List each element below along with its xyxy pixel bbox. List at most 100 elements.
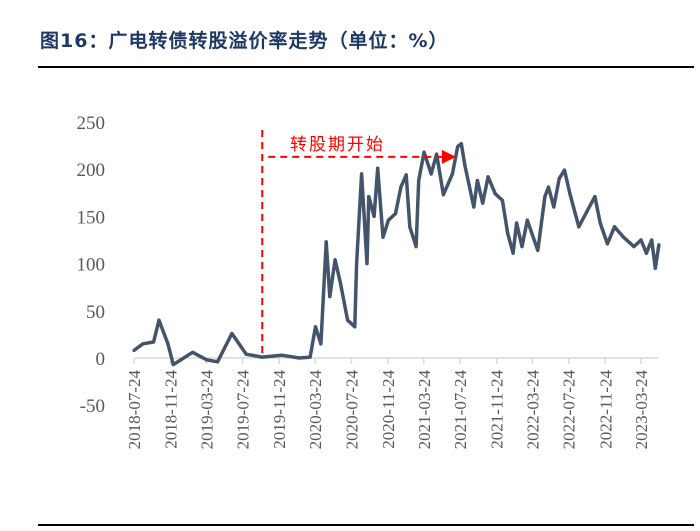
data-point [463, 163, 467, 168]
x-tick-label: 2021-03-24 [415, 370, 434, 450]
x-tick-label: 2021-11-24 [488, 370, 507, 449]
data-point [338, 281, 343, 286]
premium-rate-line [132, 141, 661, 367]
data-point [557, 177, 561, 181]
data-point [360, 172, 364, 176]
y-tick-label: 100 [77, 255, 106, 276]
data-point [525, 218, 529, 222]
data-point [365, 262, 369, 266]
data-point [568, 192, 572, 196]
x-tick-label: 2018-07-24 [125, 370, 144, 450]
data-point [313, 325, 318, 329]
x-tick-label: 2019-07-24 [234, 370, 253, 450]
data-point [486, 175, 490, 179]
data-point [417, 178, 421, 183]
data-point [456, 144, 460, 149]
data-point [621, 235, 626, 239]
data-point [141, 342, 145, 346]
data-point [166, 342, 170, 346]
data-point [386, 218, 390, 222]
data-point [422, 150, 426, 154]
data-point [577, 225, 581, 229]
data-point [319, 342, 323, 346]
data-point [157, 318, 161, 322]
data-point [260, 355, 264, 359]
data-point [328, 295, 332, 299]
data-point [552, 205, 556, 209]
arrow-head-icon [441, 149, 456, 164]
data-point [475, 178, 479, 183]
data-point [543, 194, 547, 199]
x-tick-label: 2022-11-24 [596, 370, 615, 449]
data-point [657, 243, 661, 247]
data-point [459, 142, 463, 146]
data-point [500, 198, 504, 202]
x-tick-label: 2023-03-24 [632, 370, 651, 450]
x-tick-label: 2018-11-24 [162, 370, 181, 449]
y-tick-label: 200 [77, 160, 106, 181]
data-point [429, 172, 433, 176]
data-point [653, 266, 657, 270]
data-point [536, 248, 540, 252]
data-point [493, 192, 497, 196]
x-tick-label: 2020-11-24 [379, 370, 398, 449]
data-point [372, 214, 376, 218]
data-point [404, 173, 408, 177]
data-point [562, 168, 567, 172]
y-tick-label: 50 [86, 302, 105, 323]
data-point [230, 331, 234, 336]
data-point [593, 194, 597, 199]
x-tick-label: 2019-03-24 [197, 370, 216, 450]
data-point [333, 258, 337, 262]
data-point [598, 221, 602, 225]
data-point [171, 363, 175, 367]
data-point [414, 245, 418, 249]
data-point [586, 208, 590, 212]
data-point [297, 356, 302, 360]
data-point [546, 185, 551, 189]
data-point [399, 185, 403, 189]
data-point [639, 238, 643, 242]
y-tick-label: -50 [80, 396, 105, 417]
data-point [481, 201, 485, 205]
data-point [605, 242, 609, 246]
data-point [132, 348, 136, 353]
data-point [450, 172, 454, 176]
x-tick-label: 2019-11-24 [270, 370, 289, 449]
data-point [216, 360, 220, 364]
data-point [381, 235, 385, 239]
y-tick-label: 150 [77, 207, 106, 228]
data-point [308, 355, 312, 359]
data-point [353, 325, 357, 329]
data-point [324, 240, 328, 244]
x-tick-label: 2022-07-24 [560, 370, 579, 450]
x-tick-label: 2022-03-24 [523, 370, 542, 450]
conversion-start-label: 转股期开始 [290, 135, 385, 155]
data-point [376, 166, 380, 170]
data-point [205, 358, 209, 362]
figure-title: 图16：广电转债转股溢价率走势（单位：%） [40, 30, 449, 52]
data-point [279, 353, 284, 357]
data-point [346, 318, 350, 322]
data-point [506, 231, 510, 235]
y-tick-label: 0 [96, 349, 106, 370]
data-point [434, 152, 439, 156]
x-tick-label: 2021-07-24 [451, 370, 470, 450]
data-point [650, 238, 654, 242]
data-point [644, 251, 648, 255]
data-point [408, 225, 412, 229]
data-point [441, 193, 446, 197]
top-rule [38, 66, 694, 68]
data-point [244, 352, 248, 356]
x-tick-label: 2020-03-24 [306, 370, 325, 450]
data-point [152, 340, 156, 344]
data-point [515, 221, 519, 225]
data-point [632, 245, 636, 249]
bottom-rule [38, 524, 694, 526]
data-point [354, 262, 359, 266]
x-tick-label: 2020-07-24 [343, 370, 362, 450]
data-point [511, 251, 515, 255]
data-point [393, 211, 398, 216]
data-point [367, 194, 371, 199]
